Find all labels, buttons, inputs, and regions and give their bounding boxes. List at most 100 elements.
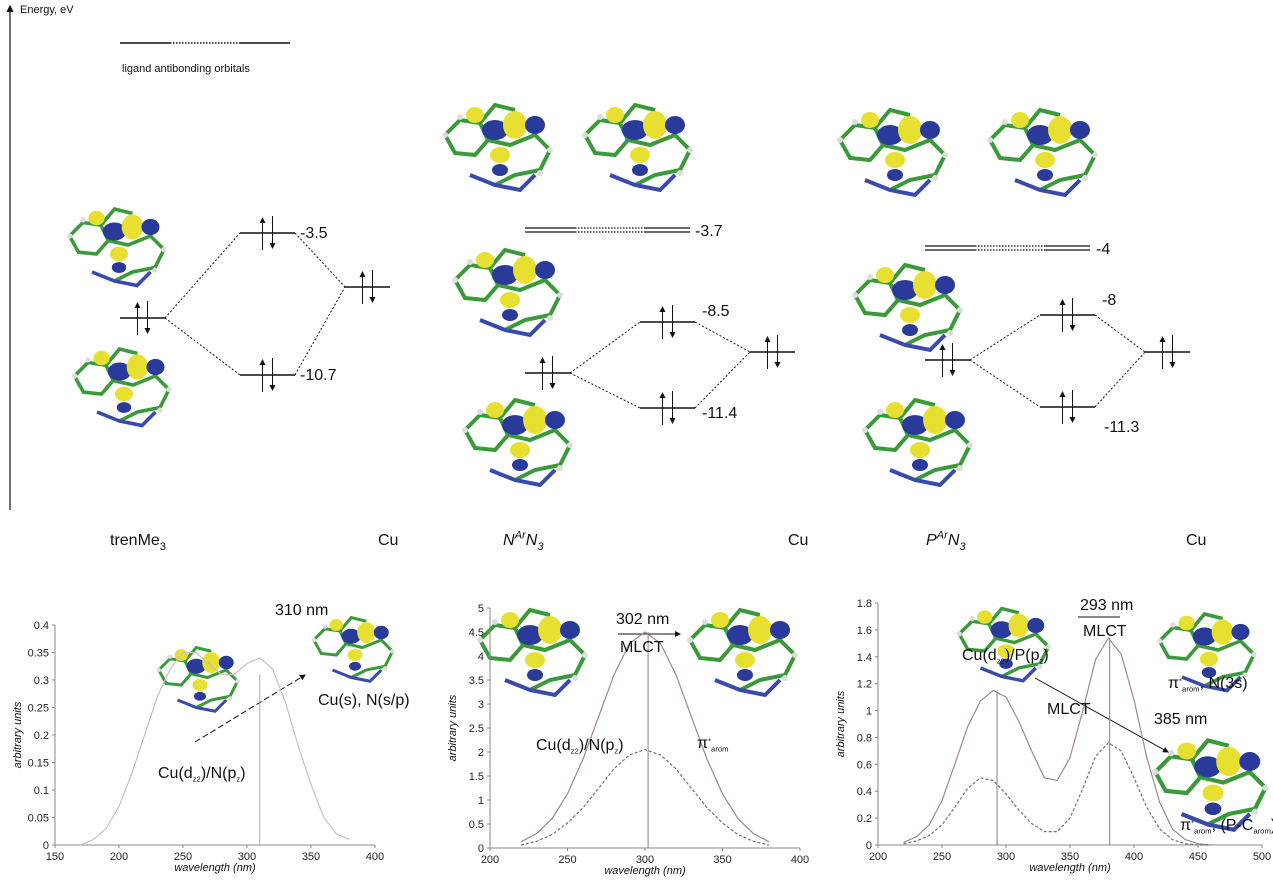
y-tick-label: 0.2 <box>34 730 49 742</box>
correlation-line <box>165 233 240 318</box>
annotation: MLCT <box>1083 623 1127 640</box>
x-tick-label: 350 <box>302 851 320 863</box>
text-part: Cu(d <box>536 737 571 754</box>
orbital-image <box>852 265 963 350</box>
energy-label: -11.4 <box>702 405 737 422</box>
x-tick-label: 200 <box>110 851 128 863</box>
text-part: ) <box>240 765 245 782</box>
energy-label: -3.5 <box>300 225 328 242</box>
ligand-name: PArN3 <box>926 530 966 553</box>
orbital-image <box>957 609 1051 681</box>
correlation-line <box>570 322 640 373</box>
y-axis-label: arbitrary units <box>447 694 459 761</box>
spectrum-line <box>904 743 1211 845</box>
annotation: MLCT <box>1047 701 1091 718</box>
y-tick-label: 3 <box>478 699 484 711</box>
text-part: z2 <box>193 774 201 783</box>
orbital-image <box>442 105 553 190</box>
text-part: arom <box>1194 826 1212 835</box>
annotation: MLCT <box>620 639 664 656</box>
correlation-line <box>165 318 240 375</box>
text-part: ) <box>618 737 623 754</box>
y-tick-label: 0.35 <box>28 648 49 660</box>
orbital-image <box>72 349 172 426</box>
y-tick-label: 0.25 <box>28 703 49 715</box>
legend: ligand antibonding orbitals <box>120 43 290 75</box>
orbital-images <box>67 105 1269 830</box>
correlation-line <box>695 352 750 408</box>
y-tick-label: 0.6 <box>857 759 872 771</box>
energy-label: -3.7 <box>695 223 723 240</box>
annotation: π*arom, N(3s) <box>1168 675 1248 693</box>
y-tick-label: 0.4 <box>34 620 49 632</box>
energy-axis-label: Energy, eV <box>20 4 74 16</box>
annotation: Cu(dz2)/N(pz) <box>158 765 246 783</box>
orbital-image <box>67 209 167 286</box>
x-tick-label: 300 <box>997 851 1015 863</box>
annotation: π*arom <box>697 735 729 753</box>
y-tick-label: 0.2 <box>857 813 872 825</box>
text-part: Cu(d <box>962 647 997 664</box>
y-tick-label: 0.4 <box>857 786 872 798</box>
energy-label: -10.7 <box>300 367 337 384</box>
ligand-name: trenMe3 <box>110 532 166 553</box>
correlation-line <box>570 373 640 408</box>
annotation: 310 nm <box>275 602 328 619</box>
y-tick-label: 1 <box>478 795 484 807</box>
annotation: Cu(dz2)/N(pz) <box>536 737 624 755</box>
x-tick-label: 200 <box>481 854 499 866</box>
correlation-line <box>1095 315 1145 352</box>
text-part: , N(3s) <box>1200 675 1248 692</box>
annotation: Cu(dz2)/P(pz) <box>962 647 1049 665</box>
annotation: 293 nm <box>1080 597 1133 614</box>
correlation-line <box>295 287 345 375</box>
text-part: π <box>697 735 708 752</box>
text-part: z2 <box>997 656 1005 665</box>
text-part: N <box>526 532 538 549</box>
x-axis-label: wavelength (nm) <box>604 865 686 877</box>
y-tick-label: 1.2 <box>857 679 872 691</box>
transition-arrow <box>195 675 305 742</box>
y-tick-label: 5 <box>478 603 484 615</box>
text-part: 3 <box>537 541 544 553</box>
spectrum-line <box>521 750 769 846</box>
x-tick-label: 500 <box>1253 851 1271 863</box>
y-tick-label: 1.4 <box>857 652 872 664</box>
annotation: π*arom, (P-Carom)* <box>1180 817 1273 835</box>
y-tick-label: 1 <box>866 706 872 718</box>
text-part: π <box>1168 675 1179 692</box>
orbital-image <box>312 618 395 682</box>
text-part: trenMe <box>110 532 160 549</box>
energy-label: -4 <box>1096 241 1110 258</box>
x-tick-label: 150 <box>46 851 64 863</box>
energy-label: -11.3 <box>1104 419 1139 436</box>
y-tick-label: 4 <box>478 651 484 663</box>
text-part: arom <box>711 744 729 753</box>
orbital-image <box>837 110 948 195</box>
text-part: )/P(p <box>1005 647 1040 664</box>
y-tick-label: 1.6 <box>857 625 872 637</box>
orbital-image <box>462 400 573 485</box>
x-tick-label: 350 <box>713 854 731 866</box>
text-part: )/N(p <box>201 765 237 782</box>
metal-name: Cu <box>1186 532 1206 549</box>
metal-name: Cu <box>788 532 808 549</box>
y-tick-label: 2 <box>478 747 484 759</box>
annotation: 385 nm <box>1154 711 1207 728</box>
x-tick-label: 400 <box>791 854 809 866</box>
x-tick-label: 400 <box>1125 851 1143 863</box>
text-part: Cu(d <box>158 765 193 782</box>
energy-label: -8.5 <box>702 303 730 320</box>
text-part: z2 <box>571 746 579 755</box>
orbital-image <box>157 648 240 712</box>
text-part: π <box>1180 817 1191 834</box>
y-tick-label: 0.3 <box>34 675 49 687</box>
correlation-line <box>970 360 1040 407</box>
orbital-image <box>987 110 1098 195</box>
transition-arrows <box>195 617 1168 752</box>
metal-name: Cu <box>378 532 398 549</box>
orbital-image <box>687 610 798 695</box>
text-part: arom <box>1253 826 1271 835</box>
spectrum-line <box>81 653 350 846</box>
orbital-image <box>582 105 693 190</box>
